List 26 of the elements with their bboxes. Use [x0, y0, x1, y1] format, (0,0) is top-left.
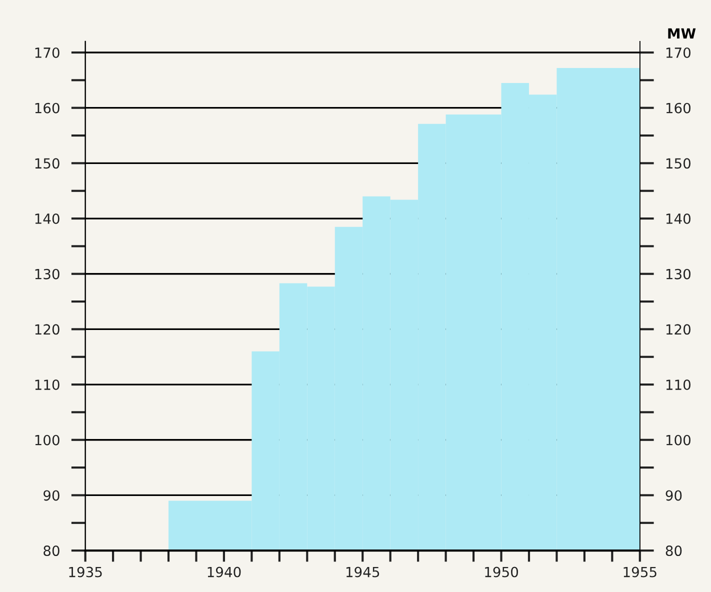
- x-tick-label: 1945: [346, 566, 380, 578]
- y2-tick-label: 160: [666, 102, 690, 114]
- y-tick-label: 160: [35, 102, 60, 114]
- y-tick-label: 100: [35, 434, 60, 446]
- y2-tick-label: 80: [666, 546, 682, 556]
- x-tick-label: 1955: [624, 566, 656, 578]
- y-tick-label: 150: [35, 158, 60, 169]
- y2-tick-label: 140: [666, 213, 690, 224]
- y2-axis-title: MW: [668, 28, 696, 39]
- x-tick-label: 1935: [69, 566, 102, 578]
- y2-tick-label: 170: [666, 47, 690, 58]
- y2-tick-label: 90: [666, 490, 682, 501]
- y-tick-label: 130: [35, 268, 60, 280]
- y-tick-label: 140: [35, 213, 60, 224]
- y-tick-label: 170: [35, 47, 60, 58]
- y-tick-label: 90: [44, 490, 60, 501]
- y-tick-label: 110: [35, 380, 60, 390]
- y2-tick-label: 110: [666, 380, 690, 390]
- x-tick-label: 1940: [208, 566, 241, 578]
- y2-tick-label: 120: [666, 324, 690, 335]
- y2-tick-label: 130: [666, 268, 690, 280]
- y2-tick-label: 150: [666, 158, 690, 169]
- y-tick-label: 120: [35, 324, 60, 335]
- y-tick-label: 80: [44, 546, 60, 556]
- y2-tick-label: 100: [666, 434, 690, 446]
- x-tick-label: 1950: [485, 566, 518, 578]
